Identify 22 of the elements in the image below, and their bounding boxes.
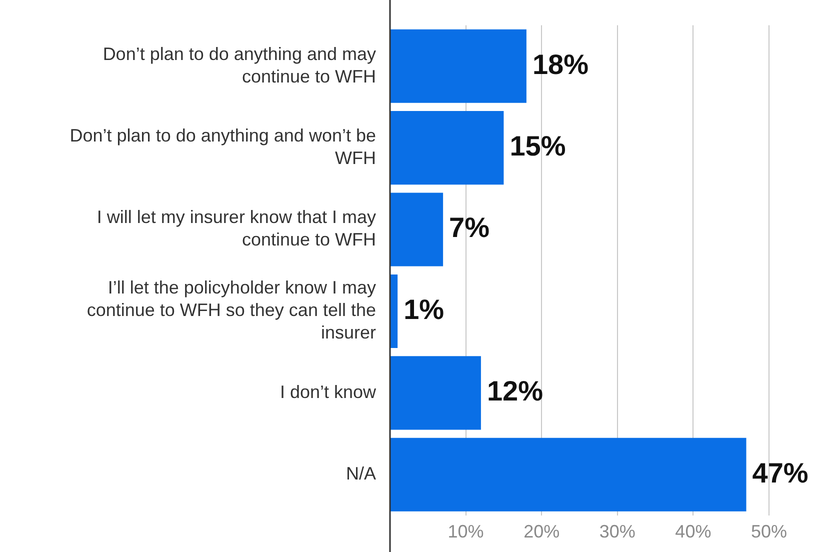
data-label: 1% (404, 294, 444, 325)
y-tick-label: Don’t plan to do anything and won’t be WFH (70, 126, 376, 168)
bar (390, 192, 444, 266)
data-label: 12% (486, 376, 544, 407)
data-label: 15% (510, 130, 566, 162)
y-tick-label: Don’t plan to do anything and may continue to WFH (102, 44, 376, 86)
data-label: 18% (532, 48, 589, 80)
bar (390, 111, 504, 185)
y-tick-label: N/A (346, 464, 376, 484)
data-label: 47% (752, 457, 808, 488)
data-label: 7% (449, 212, 490, 244)
y-tick-label: I’ll let the policyholder know I may continue to WFH so they can tell the insurer (86, 278, 376, 343)
x-tick-label: 50% (750, 521, 788, 542)
bar (390, 356, 481, 430)
bar (390, 29, 526, 103)
x-tick-label: 20% (524, 521, 560, 542)
x-tick-label: 30% (599, 521, 636, 542)
y-tick-label: I don’t know (280, 382, 377, 402)
y-tick-label: I will let my insurer know that I may continue to WFH (96, 207, 376, 250)
x-tick-label: 40% (675, 521, 712, 542)
x-tick-label: 10% (448, 521, 484, 542)
bar (390, 438, 746, 512)
